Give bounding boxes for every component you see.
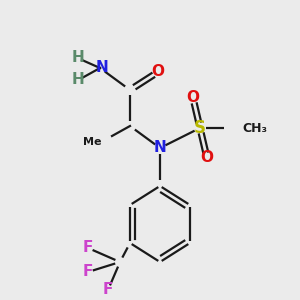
Text: F: F bbox=[103, 283, 113, 298]
Text: CH₃: CH₃ bbox=[242, 122, 267, 134]
Text: S: S bbox=[194, 119, 206, 137]
Text: N: N bbox=[96, 61, 108, 76]
Text: H: H bbox=[72, 73, 84, 88]
Text: Me: Me bbox=[83, 137, 102, 147]
Text: F: F bbox=[83, 241, 93, 256]
Text: O: O bbox=[200, 151, 214, 166]
Text: O: O bbox=[152, 64, 164, 80]
Text: N: N bbox=[154, 140, 166, 155]
Text: O: O bbox=[187, 91, 200, 106]
Text: H: H bbox=[72, 50, 84, 65]
Text: F: F bbox=[83, 265, 93, 280]
